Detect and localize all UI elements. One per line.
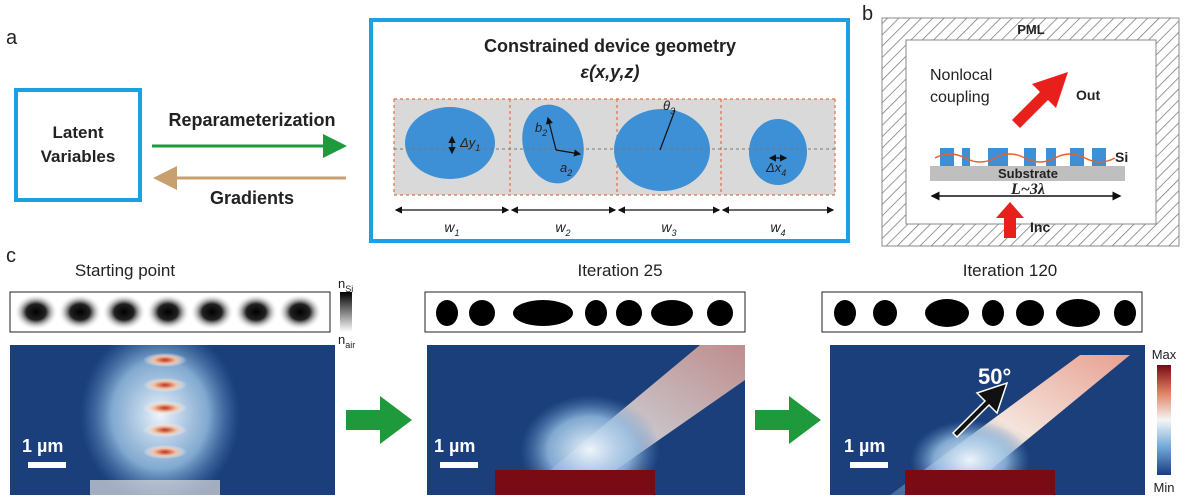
width-sub: 2 <box>565 228 571 238</box>
forward-label: Reparameterization <box>168 110 335 130</box>
colorbar-min: Min <box>1154 480 1175 495</box>
stage-title: Starting point <box>75 261 175 280</box>
latent-label: Variables <box>41 147 116 166</box>
svg-text:nair: nair <box>338 332 355 350</box>
coupling-label: coupling <box>930 89 990 106</box>
colorbar-max: Max <box>1152 347 1177 362</box>
angle-label: 50° <box>978 364 1011 389</box>
index-symbol: n <box>338 276 345 291</box>
pml-label: PML <box>1017 22 1045 37</box>
param-sub: 1 <box>475 143 480 153</box>
field-start <box>10 325 335 499</box>
latent-box <box>16 90 140 200</box>
index-colorbar <box>340 292 352 332</box>
substrate-label: Substrate <box>998 166 1058 181</box>
backward-label: Gradients <box>210 188 294 208</box>
figure: a b c Latent Variables Reparameterizatio… <box>0 0 1196 499</box>
scale-label: 1 µm <box>22 436 63 456</box>
param-symbol: Δx <box>765 160 782 175</box>
width-sub: 4 <box>781 228 786 238</box>
index-symbol: n <box>338 332 345 347</box>
stage-arrow <box>346 396 412 444</box>
param-sub: 2 <box>566 168 572 178</box>
panel-label: a <box>6 27 18 49</box>
svg-text:w3: w3 <box>661 219 676 238</box>
si-label: Si <box>1115 149 1128 165</box>
svg-text:w1: w1 <box>444 219 459 238</box>
panel-label: b <box>862 3 873 25</box>
param-sub: 2 <box>541 128 547 138</box>
inc-label: Inc <box>1030 219 1050 235</box>
scale-label: 1 µm <box>844 436 885 456</box>
param-symbol: Δy <box>459 135 477 150</box>
latent-label: Latent <box>53 123 104 142</box>
index-sub: air <box>345 340 355 350</box>
field-iter25 <box>427 345 745 499</box>
field-colorbar <box>1157 365 1171 475</box>
param-symbol: θ <box>663 98 670 113</box>
stage-title: Iteration 120 <box>963 261 1058 280</box>
param-sub: 3 <box>670 106 675 116</box>
svg-text:nSi: nSi <box>338 276 353 294</box>
permittivity: ε(x,y,z) <box>581 62 640 82</box>
param-symbol: a <box>560 160 567 175</box>
width-sub: 3 <box>672 228 677 238</box>
svg-text:w4: w4 <box>770 219 785 238</box>
out-label: Out <box>1076 87 1100 103</box>
panel-label: c <box>6 245 16 267</box>
index-sub: Si <box>345 284 353 294</box>
coupling-label: Nonlocal <box>930 67 992 84</box>
stage-arrow <box>755 396 821 444</box>
geometry-title: Constrained device geometry <box>484 36 736 56</box>
scale-label: 1 µm <box>434 436 475 456</box>
svg-text:w2: w2 <box>555 219 570 238</box>
param-sub: 4 <box>781 168 786 178</box>
param-symbol: b <box>535 120 542 135</box>
length-label: L~3λ <box>1010 181 1045 198</box>
width-labels: w1 w2 w3 w4 <box>444 219 785 238</box>
width-sub: 1 <box>455 228 460 238</box>
stage-title: Iteration 25 <box>577 261 662 280</box>
